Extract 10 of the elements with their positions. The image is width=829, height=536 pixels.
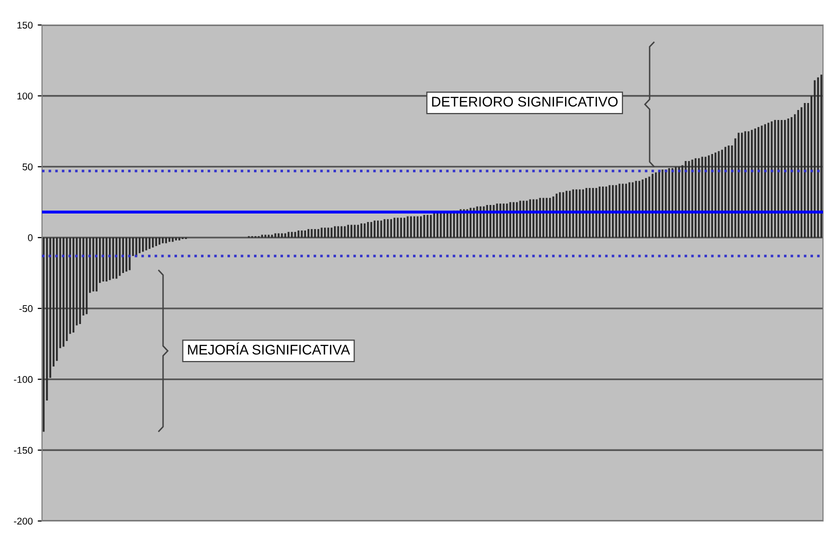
y-tick-label: -100 xyxy=(14,376,33,383)
y-tick-label: -50 xyxy=(19,305,33,312)
annotation: DETERIORO SIGNIFICATIVO xyxy=(432,96,618,107)
y-tick-label: -150 xyxy=(14,446,33,454)
y-tick-label: 100 xyxy=(17,92,33,100)
annotation: MEJORÍA SIGNIFICATIVA xyxy=(188,342,350,355)
y-tick-label: 0 xyxy=(28,234,33,242)
y-tick-label: 150 xyxy=(17,22,33,29)
y-tick-label: 50 xyxy=(22,163,33,170)
y-tick-label: -200 xyxy=(14,518,33,525)
